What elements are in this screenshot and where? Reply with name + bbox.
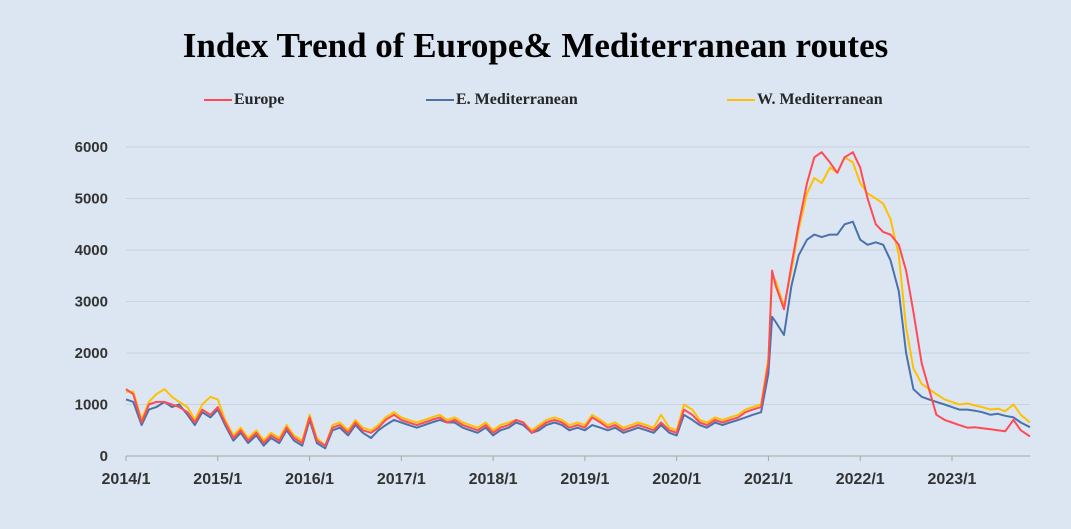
y-tick-label: 3000: [75, 294, 108, 311]
legend-item-europe: Europe: [204, 90, 284, 110]
legend-swatch-e-mediterranean: [426, 99, 454, 101]
legend-label-e-mediterranean: E. Mediterranean: [456, 91, 578, 108]
y-tick-label: 1000: [75, 397, 108, 414]
legend-label-w-mediterranean: W. Mediterranean: [757, 91, 883, 108]
legend-swatch-w-mediterranean: [727, 99, 755, 101]
legend-label-europe: Europe: [234, 91, 285, 108]
x-tick-label: 2023/1: [928, 471, 977, 488]
y-tick-label: 4000: [75, 242, 108, 259]
x-tick-label: 2015/1: [193, 471, 242, 488]
y-tick-label: 6000: [75, 139, 108, 156]
legend-item-e-mediterranean: E. Mediterranean: [426, 90, 578, 110]
series-line-w-mediterranean: [126, 156, 1031, 447]
chart-title: Index Trend of Europe& Mediterranean rou…: [182, 26, 889, 65]
x-tick-label: 2018/1: [469, 471, 518, 488]
y-tick-label: 5000: [75, 191, 108, 208]
x-tick-label: 2014/1: [102, 471, 151, 488]
series-line-e-mediterranean: [125, 220, 1031, 450]
legend-swatch-europe: [204, 99, 232, 101]
x-tick-label: 2020/1: [652, 471, 701, 488]
legend-item-w-mediterranean: W. Mediterranean: [727, 90, 883, 110]
x-tick-label: 2022/1: [836, 471, 885, 488]
x-tick-label: 2017/1: [377, 471, 426, 488]
x-tick-label: 2016/1: [285, 471, 334, 488]
x-tick-label: 2019/1: [560, 471, 609, 488]
y-tick-label: 2000: [75, 345, 108, 362]
y-tick-label: 0: [100, 448, 108, 465]
x-tick-label: 2021/1: [744, 471, 793, 488]
series-line-europe: [125, 151, 1031, 447]
